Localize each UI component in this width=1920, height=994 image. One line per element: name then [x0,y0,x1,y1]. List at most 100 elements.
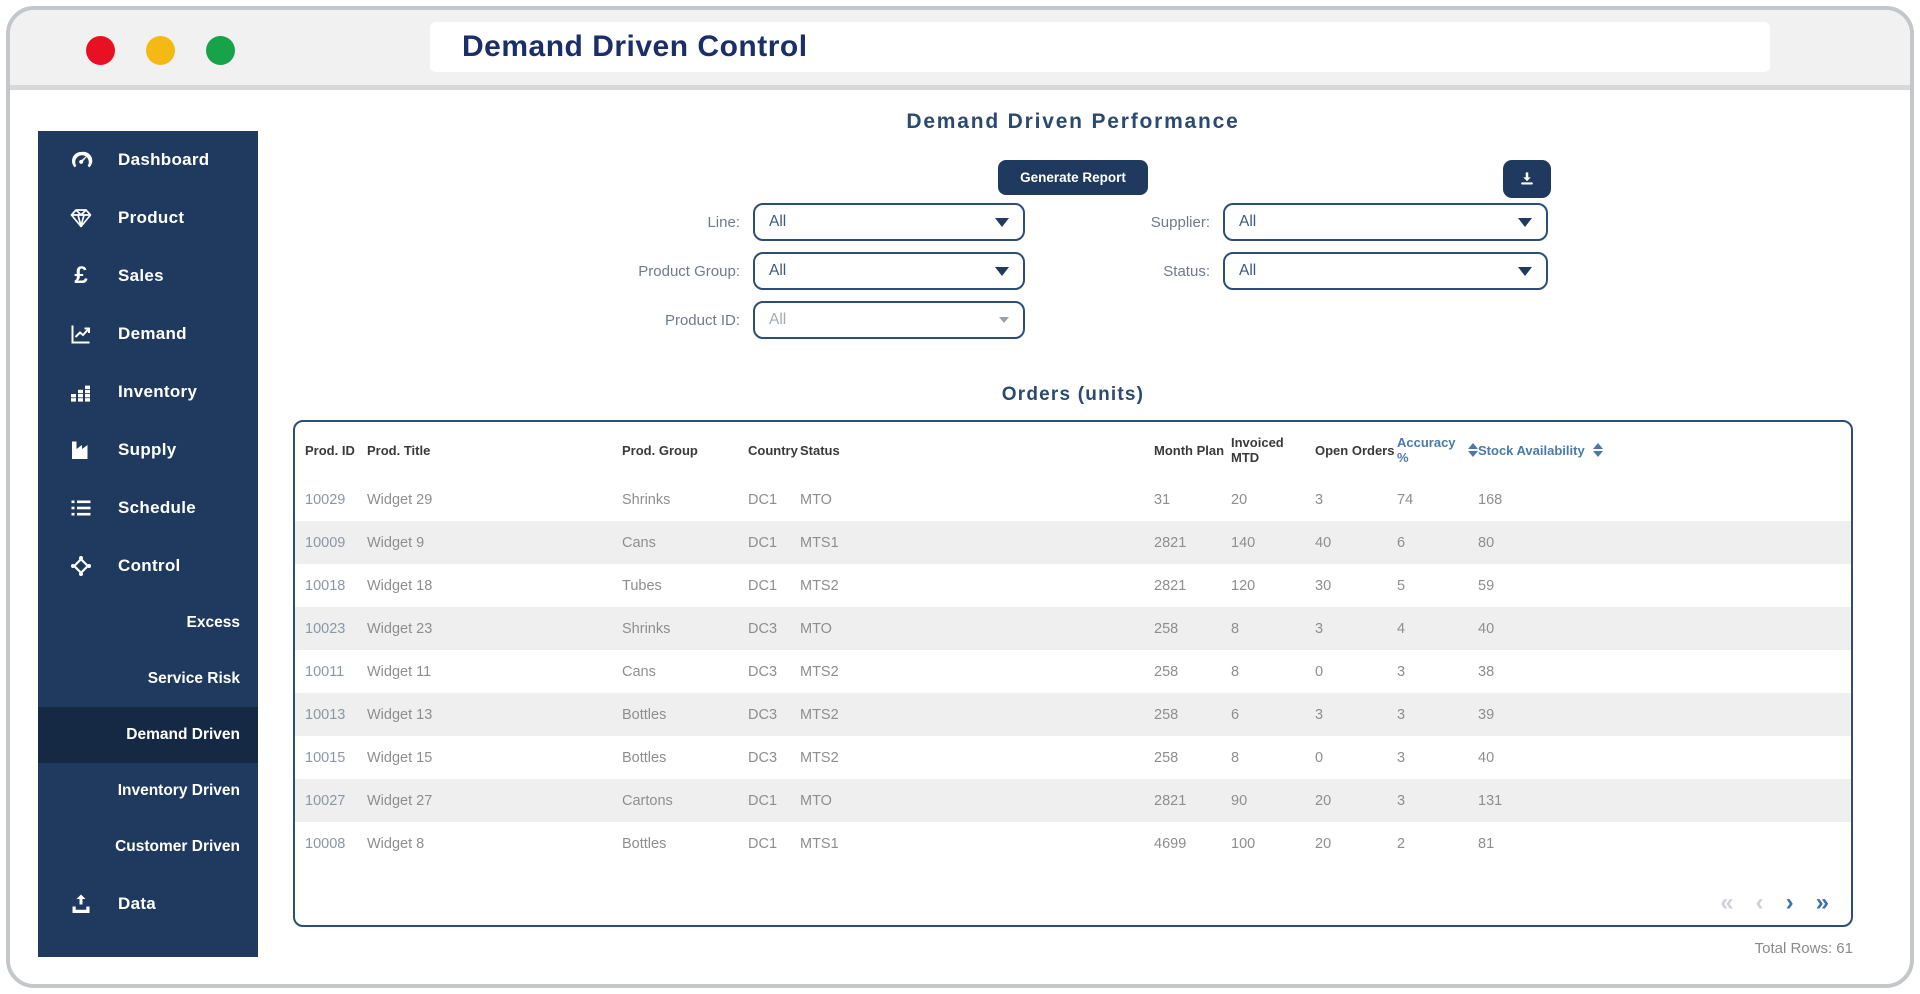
table-cell: 40 [1315,535,1397,551]
table-cell: 6 [1231,707,1315,723]
table-cell: DC1 [748,492,800,508]
download-report-button[interactable] [1503,160,1551,198]
product-id-filter-select[interactable]: All [753,301,1025,339]
table-header-row: Prod. IDProd. TitleProd. GroupCountrySta… [295,422,1851,478]
table-cell: DC3 [748,707,800,723]
table-row[interactable]: 10011Widget 11CansDC3MTS225880338 [295,650,1851,693]
sidebar-item-inventory[interactable]: Inventory [38,363,258,421]
product-group-filter-select[interactable]: All [753,252,1025,290]
table-cell: MTO [800,492,1154,508]
table-cell: 74 [1397,492,1478,508]
table-cell: DC3 [748,664,800,680]
table-cell: 38 [1478,664,1841,680]
line-filter-select[interactable]: All [753,203,1025,241]
table-cell: 30 [1315,578,1397,594]
table-row[interactable]: 10008Widget 8BottlesDC1MTS1469910020281 [295,822,1851,865]
prod-id-cell: 10015 [305,750,367,766]
table-row[interactable]: 10009Widget 9CansDC1MTS1282114040680 [295,521,1851,564]
column-header: Prod. ID [305,443,367,458]
table-cell: MTS1 [800,535,1154,551]
chevron-down-icon [1518,218,1532,227]
column-header[interactable]: Accuracy % [1397,435,1478,465]
table-cell: 40 [1478,621,1841,637]
column-header: Prod. Title [367,443,622,458]
table-cell: DC1 [748,836,800,852]
sidebar-item-control[interactable]: Control [38,537,258,595]
minimize-window-button[interactable] [146,36,175,65]
column-header: Status [800,443,1154,458]
supplier-filter-select[interactable]: All [1223,203,1548,241]
pagination-next-button[interactable]: › [1786,891,1794,915]
sidebar-item-sales[interactable]: £ Sales [38,247,258,305]
sidebar-item-label: Inventory [118,382,197,402]
pagination-first-button[interactable]: « [1720,891,1733,915]
close-window-button[interactable] [86,36,115,65]
sidebar-subitem-excess[interactable]: Excess [38,595,258,651]
zoom-window-button[interactable] [206,36,235,65]
sidebar-item-data[interactable]: Data [38,875,258,933]
table-row[interactable]: 10029Widget 29ShrinksDC1MTO3120374168 [295,478,1851,521]
title-bar: Demand Driven Control [10,10,1910,90]
toolbar: Generate Report [293,160,1853,195]
table-cell: Widget 13 [367,707,622,723]
table-row[interactable]: 10023Widget 23ShrinksDC3MTO25883440 [295,607,1851,650]
table-cell: MTS2 [800,578,1154,594]
table-row[interactable]: 10013Widget 13BottlesDC3MTS225863339 [295,693,1851,736]
sidebar-item-dashboard[interactable]: Dashboard [38,131,258,189]
table-cell: 8 [1231,750,1315,766]
factory-icon [66,437,96,463]
status-filter-label: Status: [1010,263,1210,280]
status-filter-select[interactable]: All [1223,252,1548,290]
total-rows-label: Total Rows: 61 [293,940,1853,957]
table-row[interactable]: 10027Widget 27CartonsDC1MTO282190203131 [295,779,1851,822]
table-cell: MTO [800,621,1154,637]
table-cell: 168 [1478,492,1841,508]
table-cell: 258 [1154,664,1231,680]
table-cell: 3 [1397,793,1478,809]
prod-id-cell: 10029 [305,492,367,508]
sidebar-subitem-demand-driven[interactable]: Demand Driven [38,707,258,763]
column-header: Month Plan [1154,443,1231,458]
sidebar-item-label: Control [118,556,181,576]
table-cell: 8 [1231,621,1315,637]
sidebar-subitem-inventory-driven[interactable]: Inventory Driven [38,763,258,819]
chevron-down-icon [1518,267,1532,276]
sort-icon[interactable] [1468,443,1478,457]
table-cell: Widget 18 [367,578,622,594]
sidebar-item-schedule[interactable]: Schedule [38,479,258,537]
table-cell: 0 [1315,664,1397,680]
sidebar-item-label: Product [118,208,184,228]
sidebar-subitem-customer-driven[interactable]: Customer Driven [38,819,258,875]
table-cell: 120 [1231,578,1315,594]
table-row[interactable]: 10018Widget 18TubesDC1MTS2282112030559 [295,564,1851,607]
orders-table-card: Prod. IDProd. TitleProd. GroupCountrySta… [293,420,1853,927]
window-title-pill: Demand Driven Control [430,22,1770,72]
pagination-last-button[interactable]: » [1816,891,1829,915]
sidebar-subitem-service-risk[interactable]: Service Risk [38,651,258,707]
column-header: Invoiced MTD [1231,435,1315,465]
table-cell: 2821 [1154,535,1231,551]
sidebar-item-demand[interactable]: Demand [38,305,258,363]
table-row[interactable]: 10015Widget 15BottlesDC3MTS225880340 [295,736,1851,779]
table-cell: 2821 [1154,578,1231,594]
prod-id-cell: 10013 [305,707,367,723]
chevron-down-icon [995,218,1009,227]
sidebar-item-product[interactable]: Product [38,189,258,247]
sort-icon[interactable] [1593,443,1603,457]
table-cell: 3 [1397,750,1478,766]
table-cell: 140 [1231,535,1315,551]
column-header[interactable]: Stock Availability [1478,443,1841,458]
gem-icon [66,205,96,231]
prod-id-cell: 10018 [305,578,367,594]
generate-report-button[interactable]: Generate Report [998,160,1148,195]
table-cell: Bottles [622,750,748,766]
sidebar-item-supply[interactable]: Supply [38,421,258,479]
supplier-filter-value: All [1239,213,1256,231]
table-cell: MTS2 [800,750,1154,766]
table-cell: MTS1 [800,836,1154,852]
product-group-filter-label: Product Group: [510,263,740,280]
pagination-prev-button[interactable]: ‹ [1756,891,1764,915]
table-cell: DC1 [748,793,800,809]
table-cell: Shrinks [622,492,748,508]
table-cell: Bottles [622,836,748,852]
